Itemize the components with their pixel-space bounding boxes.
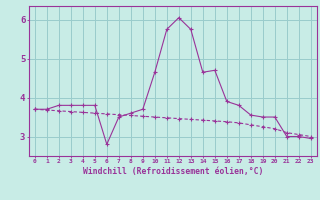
X-axis label: Windchill (Refroidissement éolien,°C): Windchill (Refroidissement éolien,°C) — [83, 167, 263, 176]
